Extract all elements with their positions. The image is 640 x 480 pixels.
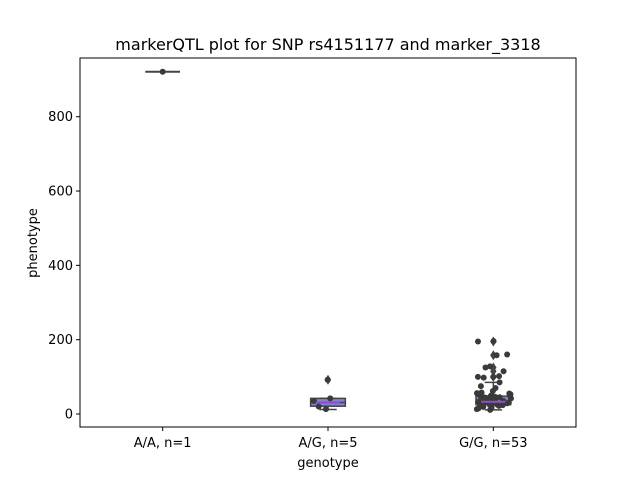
- y-tick-label: 0: [65, 407, 73, 422]
- data-point: [490, 373, 497, 380]
- x-tick-label: G/G, n=53: [459, 436, 527, 451]
- data-point: [504, 351, 511, 358]
- data-point: [496, 379, 503, 386]
- y-axis: 0 200 400 600 800: [48, 110, 80, 422]
- y-tick-label: 800: [48, 110, 73, 125]
- data-point: [474, 373, 481, 380]
- data-point: [480, 374, 487, 381]
- data-point: [315, 403, 322, 410]
- data-point: [490, 338, 497, 345]
- data-point: [311, 397, 318, 404]
- data-point: [327, 395, 334, 402]
- strip-group: [473, 338, 514, 413]
- strip-group: [311, 376, 334, 413]
- data-point: [322, 406, 329, 413]
- plot-area: [145, 68, 514, 413]
- data-point: [496, 373, 503, 380]
- data-point: [159, 68, 166, 75]
- x-tick-label: A/G, n=5: [298, 436, 357, 451]
- data-point: [482, 364, 489, 371]
- data-point: [477, 383, 484, 390]
- y-tick-label: 600: [48, 185, 73, 200]
- data-point: [324, 376, 331, 383]
- data-point: [473, 406, 480, 413]
- y-tick-label: 200: [48, 333, 73, 348]
- strip-group: [159, 68, 166, 75]
- data-point: [500, 368, 507, 375]
- data-point: [493, 352, 500, 359]
- chart-title: markerQTL plot for SNP rs4151177 and mar…: [115, 35, 540, 55]
- data-point: [496, 394, 503, 401]
- data-point: [495, 402, 502, 409]
- y-axis-label: phenotype: [26, 208, 41, 278]
- data-point: [475, 338, 482, 345]
- data-point: [480, 403, 487, 410]
- x-axis: A/A, n=1 A/G, n=5 G/G, n=53: [134, 427, 528, 451]
- data-point: [475, 399, 482, 406]
- x-axis-label: genotype: [297, 456, 358, 471]
- y-tick-label: 400: [48, 259, 73, 274]
- data-point: [487, 363, 494, 370]
- x-tick-label: A/A, n=1: [134, 436, 192, 451]
- data-point: [504, 400, 511, 407]
- data-point: [487, 406, 494, 413]
